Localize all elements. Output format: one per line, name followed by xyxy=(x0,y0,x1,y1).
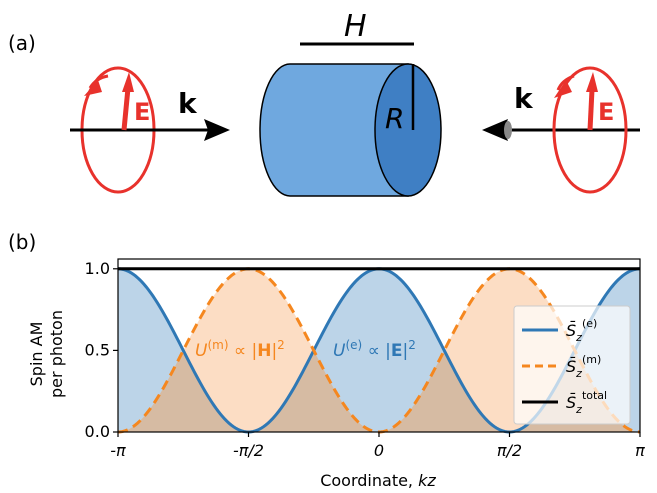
magnetic-energy-annotation: U(m) ∝ |H|2 xyxy=(195,338,285,361)
right-rotation-arrowhead xyxy=(554,80,572,98)
y-axis-label-line1: Spin AM xyxy=(27,322,46,387)
legend-label-e: S̄z(e) xyxy=(566,317,597,344)
cylinder: H R xyxy=(259,9,442,197)
left-field-label: E xyxy=(134,98,150,126)
legend-box xyxy=(513,305,631,425)
left-field-vector-head xyxy=(122,72,134,92)
y-tick-label: 0.0 xyxy=(85,422,110,441)
right-polarization-circle xyxy=(552,66,628,194)
legend: S̄z(e) S̄z(m) S̄ztotal xyxy=(513,305,631,425)
right-field-vector xyxy=(587,89,595,131)
cylinder-end-face xyxy=(374,63,442,197)
panel-a: (a) E k H R xyxy=(8,9,640,197)
x-tick-label: -π xyxy=(110,441,126,460)
left-wavevector-label: k xyxy=(178,87,198,120)
panel-b-label: (b) xyxy=(8,230,36,254)
y-axis-label-line2: per photon xyxy=(47,310,66,398)
cylinder-body xyxy=(259,63,409,197)
right-rotation-arrow xyxy=(556,74,575,91)
x-tick-label: 0 xyxy=(374,441,384,460)
x-tick-label: π xyxy=(635,441,645,460)
right-wave: E k xyxy=(482,66,640,194)
panel-b: (b) -π -π/2 0 π/2 π 0.0 0.5 1.0 U(m) ∝ |H|2 U(e… xyxy=(8,230,645,490)
electric-energy-annotation: U(e) ∝ |E|2 xyxy=(333,338,416,361)
legend-label-m: S̄z(m) xyxy=(566,353,601,380)
right-field-vector-head xyxy=(586,72,598,92)
legend-label-total: S̄ztotal xyxy=(566,389,607,416)
y-tick-label: 0.5 xyxy=(85,340,110,359)
x-tick-label: -π/2 xyxy=(233,441,264,460)
left-wavevector-arrowhead xyxy=(204,119,230,141)
right-arrow-tail-dot xyxy=(504,121,512,139)
area-fill-magnetic xyxy=(118,268,640,432)
left-wave: E k xyxy=(70,66,230,194)
right-wavevector-label: k xyxy=(514,82,534,115)
cylinder-height-label: H xyxy=(344,9,367,44)
left-field-vector xyxy=(121,87,131,131)
cylinder-radius-label: R xyxy=(385,102,404,135)
right-wavevector-arrowhead xyxy=(482,119,508,141)
right-field-label: E xyxy=(598,98,614,126)
y-tick-label: 1.0 xyxy=(85,259,110,278)
left-rotation-arrowhead xyxy=(84,80,102,96)
area-fill-electric xyxy=(118,268,640,432)
x-axis-label: Coordinate, kz xyxy=(320,471,436,490)
panel-a-label: (a) xyxy=(8,31,36,55)
left-rotation-arrow xyxy=(88,74,109,89)
x-tick-label: π/2 xyxy=(497,441,522,460)
